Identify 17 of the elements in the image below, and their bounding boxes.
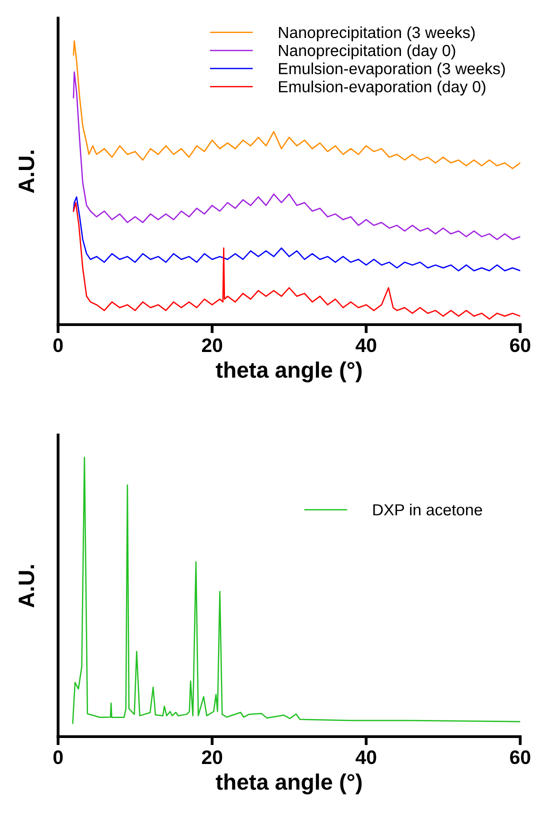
x-tick-label: 0 (53, 338, 63, 352)
x-axis-title: theta angle (°) (216, 362, 362, 382)
legend-label: Emulsion-evaporation (3 weeks) (279, 62, 505, 78)
legend-label: DXP in acetone (373, 504, 482, 516)
legend-label: Nanoprecipitation (3 weeks) (279, 26, 475, 42)
x-tick-label: 20 (202, 338, 222, 352)
x-tick-label: 20 (202, 750, 222, 764)
x-axis-title: theta angle (°) (216, 774, 362, 794)
y-axis-title: A.U. (18, 565, 34, 608)
x-tick-label: 40 (356, 338, 376, 352)
x-tick-label: 0 (53, 750, 63, 764)
legend-label: Nanoprecipitation (day 0) (279, 44, 456, 60)
y-axis-title: A.U. (18, 150, 34, 194)
x-tick-label: 60 (510, 750, 530, 764)
x-tick-label: 40 (356, 750, 376, 764)
legend-label: Emulsion-evaporation (day 0) (279, 80, 486, 96)
x-tick-label: 60 (510, 338, 530, 352)
